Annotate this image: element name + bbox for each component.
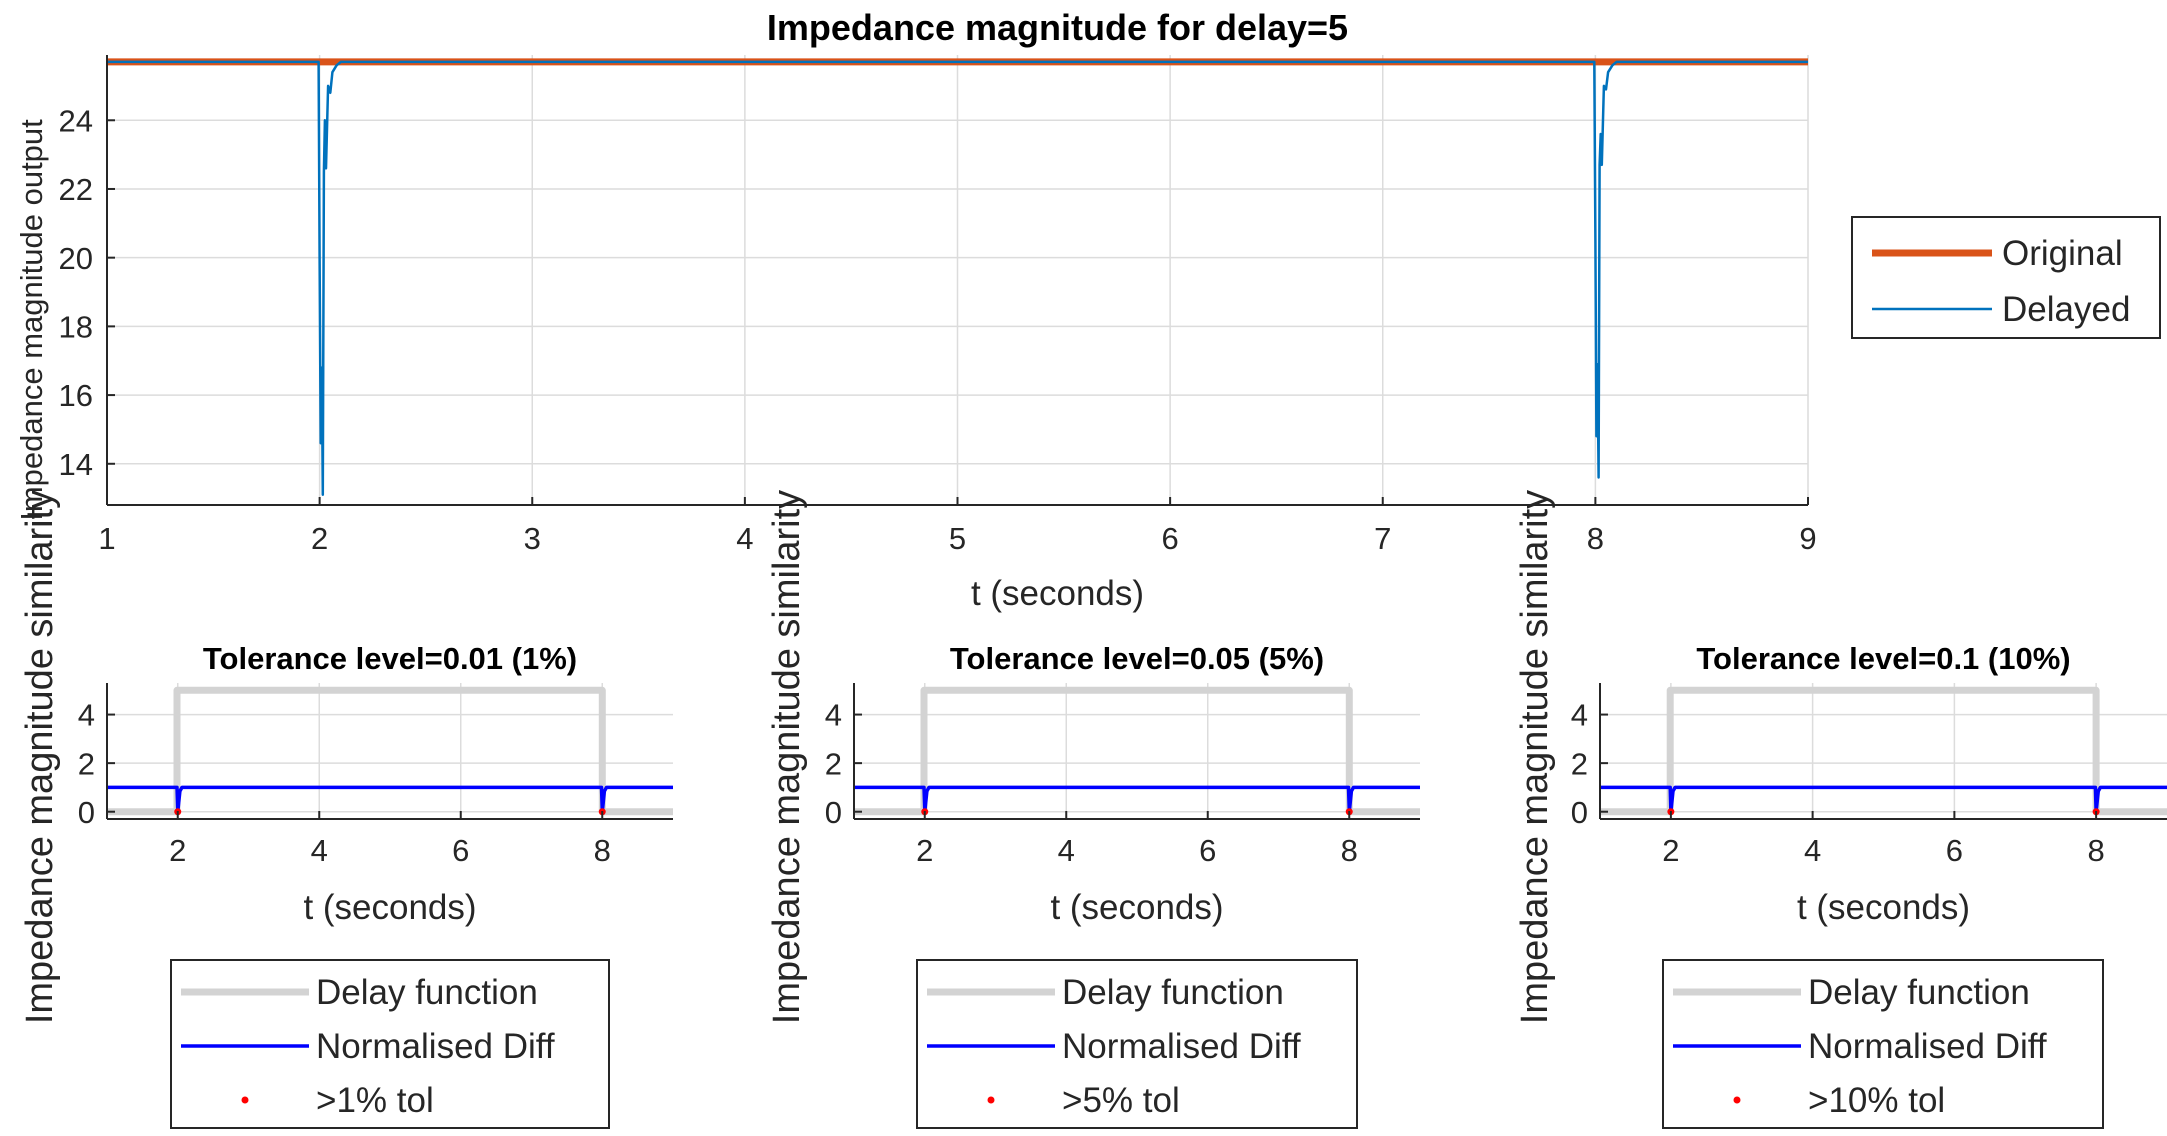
chart-2: 2 4 6 8 0 2 4 Tolerance level=0.01 (1%) t (secon… [19, 490, 673, 1129]
y-tick-label: 0 [1571, 795, 1588, 830]
legend-swatch-3 [987, 1096, 995, 1104]
y-tick-label: 2 [1571, 746, 1588, 781]
series-line-delay-function [107, 686, 673, 816]
legend-box [1851, 216, 2161, 339]
x-tick-label: 4 [1804, 833, 1821, 868]
x-tick-label: 8 [2088, 833, 2105, 868]
x-tick-label: 5 [949, 521, 966, 556]
x-tick-label: 2 [916, 833, 933, 868]
x-tick-label: 4 [311, 833, 328, 868]
y-tick-label: 4 [1571, 698, 1588, 733]
y-tick-label: 2 [825, 746, 842, 781]
series-line-delay-function [1600, 686, 2167, 816]
legend-label: Delay function [1808, 973, 2030, 1012]
y-tick-label: 4 [78, 698, 95, 733]
chart-title: Impedance magnitude for delay=5 [767, 7, 1348, 48]
series-line-normalised-diff [1600, 785, 2167, 814]
y-tick-label: 4 [825, 698, 842, 733]
legend-label: Normalised Diff [1808, 1027, 2047, 1066]
x-tick-label: 6 [1162, 521, 1179, 556]
y-tick-label: 18 [59, 310, 93, 345]
y-axis-label: Impedance magnitude similarity [766, 490, 808, 1024]
y-tick-label: 0 [78, 795, 95, 830]
legend-label: >1% tol [316, 1081, 434, 1120]
chart-title: Tolerance level=0.01 (1%) [203, 641, 577, 676]
x-axis-label: t (seconds) [303, 888, 476, 927]
x-tick-label: 8 [1341, 833, 1358, 868]
y-axis-label: Impedance magnitude similarity [19, 490, 61, 1024]
series-group [107, 58, 1808, 496]
x-axis-label: t (seconds) [1797, 888, 1970, 927]
chart-1: 1 2 3 4 5 6 7 8 9 14 16 18 20 22 24 Impedance magnitude… [14, 7, 2161, 613]
series-group [107, 686, 673, 816]
legend: Delay function Normalised Diff >10% tol [1662, 959, 2104, 1129]
legend: Original Delayed [1851, 216, 2161, 339]
x-tick-label: 2 [311, 521, 328, 556]
chart-title: Tolerance level=0.05 (5%) [950, 641, 1324, 676]
legend: Delay function Normalised Diff >5% tol [916, 959, 1358, 1129]
legend-label: Original [2002, 234, 2123, 273]
x-tick-label: 1 [98, 521, 115, 556]
plot-area [107, 683, 673, 819]
series-group [854, 686, 1420, 816]
x-tick-label: 3 [524, 521, 541, 556]
series-line-delay-function [854, 686, 1420, 816]
series-line-normalised-diff [107, 785, 673, 814]
x-axis-label: t (seconds) [971, 574, 1144, 613]
x-tick-label: 2 [169, 833, 186, 868]
x-tick-label: 7 [1374, 521, 1391, 556]
x-tick-label: 6 [1199, 833, 1216, 868]
y-tick-label: 2 [78, 746, 95, 781]
y-tick-label: 14 [59, 447, 93, 482]
legend-label: Delayed [2002, 290, 2130, 329]
y-tick-label: 0 [825, 795, 842, 830]
x-axis-label: t (seconds) [1050, 888, 1223, 927]
x-tick-label: 2 [1662, 833, 1679, 868]
legend: Delay function Normalised Diff >1% tol [170, 959, 610, 1129]
legend-label: >5% tol [1062, 1081, 1180, 1120]
series-line-delayed [107, 60, 1808, 496]
chart-title: Tolerance level=0.1 (10%) [1696, 641, 2070, 676]
chart-3: 2 4 6 8 0 2 4 Tolerance level=0.05 (5%) t (secon… [766, 490, 1420, 1129]
legend-label: Delay function [1062, 973, 1284, 1012]
y-tick-label: 22 [59, 172, 93, 207]
y-axis-label: Impedance magnitude output [14, 119, 49, 521]
legend-label: >10% tol [1808, 1081, 1945, 1120]
x-tick-label: 6 [1946, 833, 1963, 868]
x-tick-label: 9 [1799, 521, 1816, 556]
y-tick-label: 20 [59, 241, 93, 276]
legend-label: Delay function [316, 973, 538, 1012]
x-tick-label: 6 [452, 833, 469, 868]
y-tick-label: 24 [59, 103, 93, 138]
x-tick-label: 4 [1058, 833, 1075, 868]
y-axis-label: Impedance magnitude similarity [1514, 490, 1556, 1024]
x-tick-label: 4 [736, 521, 753, 556]
legend-label: Normalised Diff [316, 1027, 555, 1066]
legend-swatch-3 [1733, 1096, 1741, 1104]
y-tick-label: 16 [59, 378, 93, 413]
series-line-normalised-diff [854, 785, 1420, 814]
plot-area [1600, 683, 2167, 819]
plot-area [854, 683, 1420, 819]
legend-swatch-3 [241, 1096, 249, 1104]
legend-label: Normalised Diff [1062, 1027, 1301, 1066]
x-tick-label: 8 [1587, 521, 1604, 556]
x-tick-label: 8 [594, 833, 611, 868]
chart-4: 2 4 6 8 0 2 4 Tolerance level=0.1 (10%) t (secon… [1514, 490, 2167, 1129]
